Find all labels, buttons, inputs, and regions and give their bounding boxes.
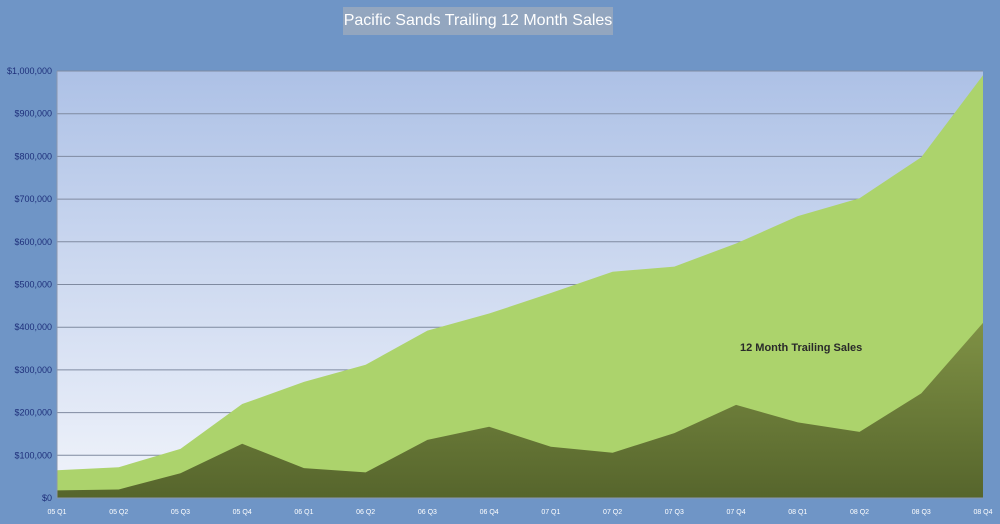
series-area-1 [57,322,983,498]
x-tick-label: 06 Q3 [418,509,437,516]
y-tick-label: $300,000 [14,365,52,375]
y-tick-label: $800,000 [14,151,52,161]
x-tick-label: 08 Q3 [912,509,931,516]
series-areas [57,75,983,499]
x-tick-label: 05 Q2 [109,509,128,516]
y-tick-label: $700,000 [14,194,52,204]
x-tick-label: 08 Q1 [788,509,807,516]
y-tick-label: $0 [42,493,52,503]
y-tick-label: $400,000 [14,322,52,332]
x-tick-label: 07 Q1 [541,509,560,516]
y-tick-label: $200,000 [14,408,52,418]
series-label: 12 Month Trailing Sales [740,342,862,354]
x-tick-label: 06 Q1 [294,509,313,516]
x-tick-label: 07 Q4 [727,509,746,516]
x-tick-label: 05 Q3 [171,509,190,516]
x-tick-label: 05 Q1 [47,509,66,516]
tick-labels: $0 $100,000 $200,000 $300,000 $400,000 $500,0… [7,66,993,516]
y-tick-label: $900,000 [14,109,52,119]
y-tick-label: $600,000 [14,237,52,247]
x-tick-label: 07 Q3 [665,509,684,516]
x-tick-label: 07 Q2 [603,509,622,516]
x-tick-label: 08 Q2 [850,509,869,516]
x-tick-label: 08 Q4 [973,509,992,516]
x-tick-label: 06 Q2 [356,509,375,516]
axes [56,71,983,499]
series-area-0 [57,75,983,499]
y-tick-label: $500,000 [14,280,52,290]
chart-title: Pacific Sands Trailing 12 Month Sales [343,7,613,35]
x-tick-label: 06 Q4 [480,509,499,516]
y-tick-label: $100,000 [14,450,52,460]
x-tick-label: 05 Q4 [233,509,252,516]
y-tick-label: $1,000,000 [7,66,52,76]
